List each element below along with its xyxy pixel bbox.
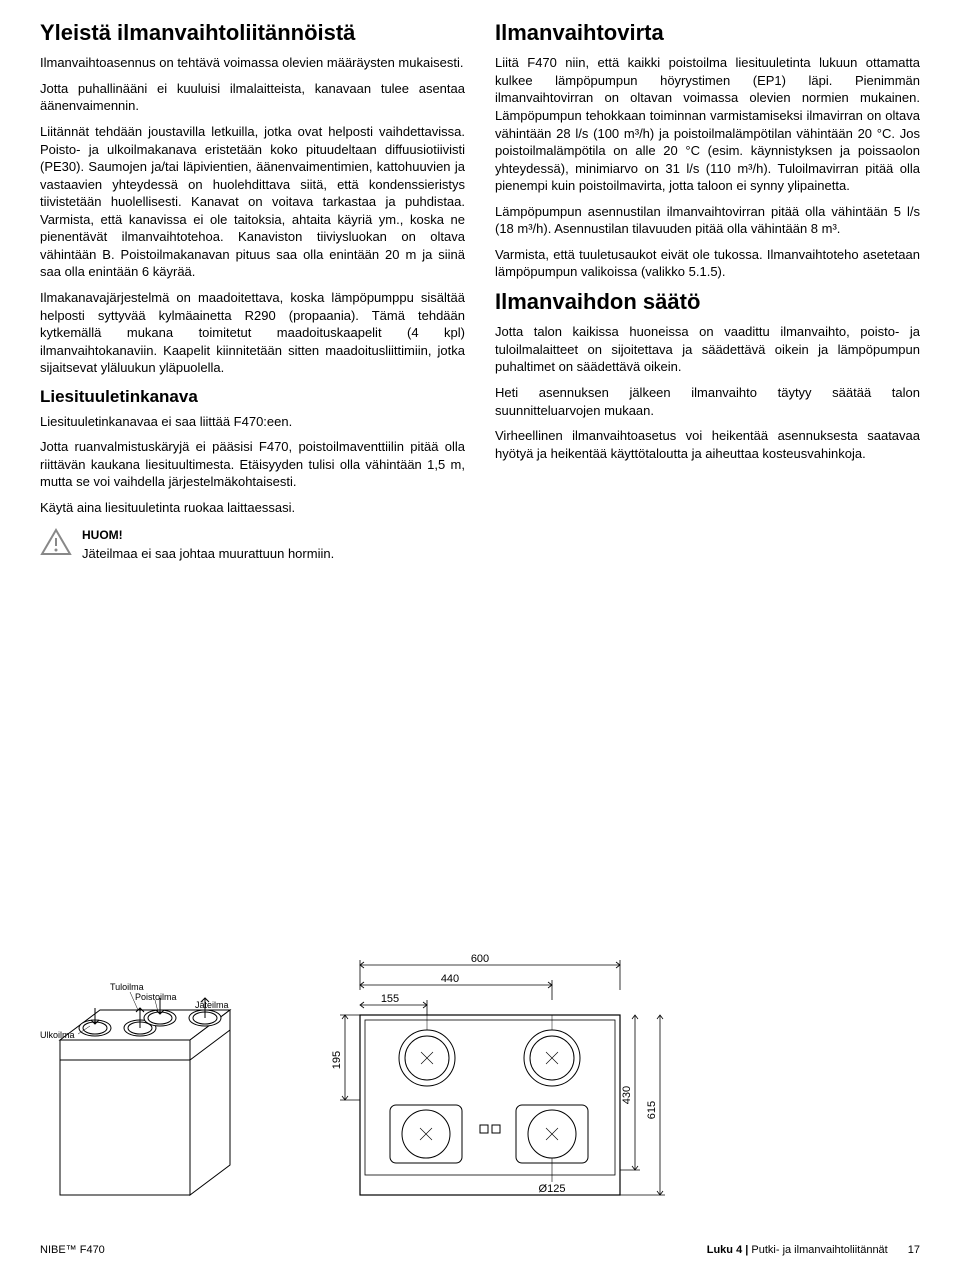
paragraph: Virheellinen ilmanvaihtoasetus voi heike… <box>495 427 920 462</box>
footer-product: NIBE™ F470 <box>40 1244 105 1256</box>
dim-155: 155 <box>381 993 399 1005</box>
label-ulkoilma: Ulkoilma <box>40 1030 75 1040</box>
unit-isometric-diagram: Ulkoilma Tuloilma Poistoilma Jäteilma <box>40 970 280 1200</box>
paragraph: Jotta talon kaikissa huoneissa on vaadit… <box>495 323 920 376</box>
paragraph: Varmista, että tuuletusaukot eivät ole t… <box>495 246 920 281</box>
paragraph: Heti asennuksen jälkeen ilmanvaihto täyt… <box>495 384 920 419</box>
left-column: Yleistä ilmanvaihtoliitännöistä Ilmanvai… <box>40 20 465 561</box>
footer-chapter-title: Putki- ja ilmanvaihtoliitännät <box>751 1244 887 1256</box>
heading-adjustment: Ilmanvaihdon säätö <box>495 289 920 315</box>
heading-cooker-hood: Liesituuletinkanava <box>40 387 465 407</box>
paragraph: Käytä aina liesituuletinta ruokaa laitta… <box>40 499 465 517</box>
label-tuloilma: Tuloilma <box>110 982 144 992</box>
dim-diameter: Ø125 <box>539 1183 566 1195</box>
dim-430: 430 <box>621 1086 633 1104</box>
footer-chapter: Luku 4 | <box>707 1244 749 1256</box>
paragraph: Ilmakanavajärjestelmä on maadoitettava, … <box>40 289 465 377</box>
dim-600: 600 <box>471 953 489 965</box>
label-jateilma: Jäteilma <box>195 1000 229 1010</box>
paragraph: Ilmanvaihtoasennus on tehtävä voimassa o… <box>40 54 465 72</box>
paragraph: Liitä F470 niin, että kaikki poistoilma … <box>495 54 920 194</box>
caution-icon <box>40 528 72 556</box>
top-view-diagram: 600 440 155 195 <box>330 950 690 1200</box>
dim-615: 615 <box>646 1101 658 1119</box>
diagram-section: Ulkoilma Tuloilma Poistoilma Jäteilma 60… <box>40 950 920 1210</box>
heading-general: Yleistä ilmanvaihtoliitännöistä <box>40 20 465 46</box>
note-box: HUOM! Jäteilmaa ei saa johtaa muurattuun… <box>40 528 465 561</box>
heading-airflow: Ilmanvaihtovirta <box>495 20 920 46</box>
footer-page-number: 17 <box>908 1244 920 1256</box>
paragraph: Lämpöpumpun asennustilan ilmanvaihtovirr… <box>495 203 920 238</box>
note-text: Jäteilmaa ei saa johtaa muurattuun hormi… <box>82 546 465 561</box>
label-poistoilma: Poistoilma <box>135 992 177 1002</box>
paragraph: Liitännät tehdään joustavilla letkuilla,… <box>40 123 465 281</box>
paragraph: Jotta ruanvalmistuskäryjä ei pääsisi F47… <box>40 438 465 491</box>
paragraph: Liesituuletinkanavaa ei saa liittää F470… <box>40 413 465 431</box>
page-footer: NIBE™ F470 Luku 4 | Putki- ja ilmanvaiht… <box>40 1244 920 1256</box>
right-column: Ilmanvaihtovirta Liitä F470 niin, että k… <box>495 20 920 561</box>
paragraph: Jotta puhallinääni ei kuuluisi ilmalaitt… <box>40 80 465 115</box>
dim-195: 195 <box>331 1051 343 1069</box>
note-title: HUOM! <box>82 528 465 542</box>
dim-440: 440 <box>441 973 459 985</box>
